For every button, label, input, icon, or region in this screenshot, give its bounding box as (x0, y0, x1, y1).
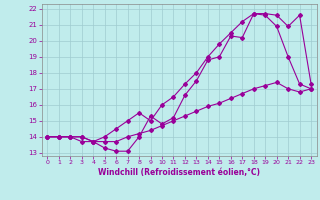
X-axis label: Windchill (Refroidissement éolien,°C): Windchill (Refroidissement éolien,°C) (98, 168, 260, 177)
